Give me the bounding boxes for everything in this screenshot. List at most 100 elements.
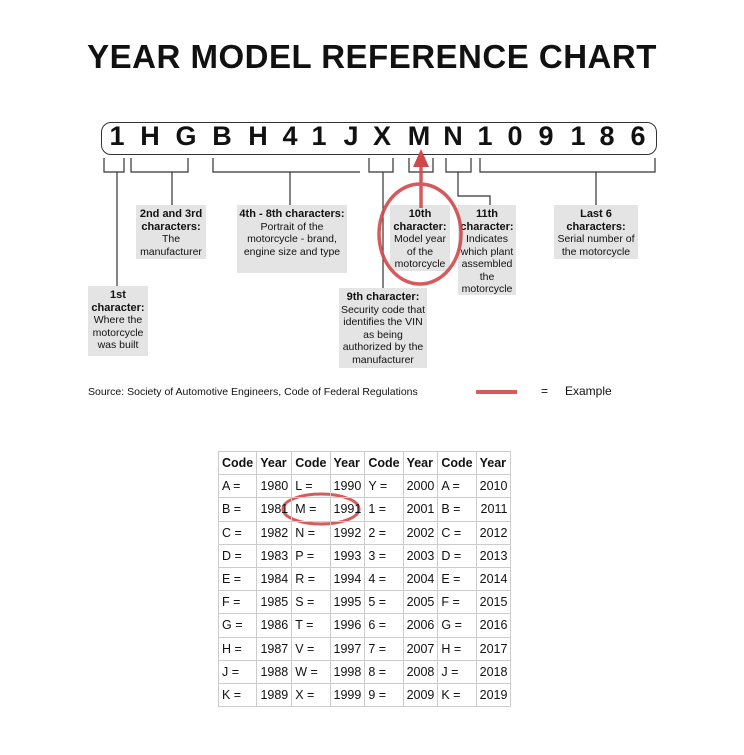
table-row: F = 1985 S = 1995 5 = 2005 F = 2015 bbox=[217, 590, 512, 615]
year-cell: 2018 bbox=[475, 659, 512, 684]
year-cell: 2014 bbox=[475, 566, 512, 592]
label-1st: 1st character: Where the motorcycle was b… bbox=[88, 286, 148, 356]
code-cell: L = bbox=[291, 474, 331, 499]
code-cell: E = bbox=[437, 566, 477, 592]
label-10th: 10th character: Model year of the motorcy… bbox=[390, 205, 450, 271]
column-header: Year bbox=[329, 450, 366, 476]
vin-character: J bbox=[343, 121, 359, 151]
code-cell: K = bbox=[437, 682, 477, 708]
table-row: E = 1984 R = 1994 4 = 2004 E = 2014 bbox=[217, 566, 512, 592]
code-cell: 2 = bbox=[364, 520, 404, 545]
vin-character: 1 bbox=[570, 121, 586, 151]
code-cell: F = bbox=[437, 590, 477, 615]
code-cell: T = bbox=[291, 613, 331, 638]
year-cell: 1982 bbox=[256, 520, 293, 545]
year-cell: 2016 bbox=[475, 613, 512, 638]
column-header: Code bbox=[217, 450, 258, 476]
year-cell: 1990 bbox=[329, 474, 366, 499]
year-cell: 1994 bbox=[329, 566, 366, 592]
year-cell: 1984 bbox=[256, 566, 293, 592]
year-cell: 2017 bbox=[475, 636, 512, 661]
year-cell: 1980 bbox=[256, 474, 293, 499]
bracket-1st bbox=[103, 158, 125, 287]
code-cell: X = bbox=[291, 682, 331, 708]
table-row: D = 1983 P = 1993 3 = 2003 D = 2013 bbox=[217, 543, 512, 568]
legend-equals: = bbox=[541, 384, 549, 398]
year-cell: 2012 bbox=[475, 520, 512, 545]
bracket-last6 bbox=[479, 158, 656, 205]
year-cell: 1988 bbox=[256, 659, 293, 684]
code-cell: P = bbox=[291, 543, 331, 568]
year-cell: 2005 bbox=[402, 590, 439, 615]
bracket-9th bbox=[368, 158, 394, 289]
year-cell: 2011 bbox=[475, 497, 512, 522]
code-cell: D = bbox=[437, 543, 477, 568]
table-row: H = 1987 V = 1997 7 = 2007 H = 2017 bbox=[217, 636, 512, 661]
table-row: G = 1986 T = 1996 6 = 2006 G = 2016 bbox=[217, 613, 512, 638]
column-header: Code bbox=[291, 450, 331, 476]
year-cell: 1991 bbox=[329, 497, 366, 522]
column-header: Year bbox=[256, 450, 293, 476]
code-cell: A = bbox=[217, 474, 258, 499]
code-cell: M = bbox=[291, 497, 331, 522]
code-cell: H = bbox=[437, 636, 477, 661]
year-cell: 2006 bbox=[402, 613, 439, 638]
vin-character: M bbox=[407, 121, 431, 151]
table-row: C = 1982 N = 1992 2 = 2002 C = 2012 bbox=[217, 520, 512, 545]
year-cell: 1999 bbox=[329, 682, 366, 708]
year-cell: 1986 bbox=[256, 613, 293, 638]
code-cell: C = bbox=[437, 520, 477, 545]
year-cell: 1993 bbox=[329, 543, 366, 568]
year-cell: 1981 bbox=[256, 497, 293, 522]
vin-character: 1 bbox=[311, 121, 327, 151]
code-cell: K = bbox=[217, 682, 258, 708]
vin-box bbox=[101, 122, 657, 155]
code-cell: G = bbox=[437, 613, 477, 638]
page-title: YEAR MODEL REFERENCE CHART bbox=[87, 38, 657, 75]
bracket-2nd-3rd bbox=[130, 158, 189, 205]
vin-character: 6 bbox=[630, 121, 646, 151]
column-header: Year bbox=[402, 450, 439, 476]
code-cell: 1 = bbox=[364, 497, 404, 522]
code-cell: R = bbox=[291, 566, 331, 592]
table-header-row: Code Year Code Year Code Year Code Year bbox=[217, 450, 512, 476]
code-cell: S = bbox=[291, 590, 331, 615]
vin-character: 4 bbox=[282, 121, 298, 151]
source-note: Source: Society of Automotive Engineers,… bbox=[88, 386, 418, 398]
label-11th: 11th character: Indicates which plant ass… bbox=[458, 205, 516, 295]
bracket-11th bbox=[445, 158, 491, 205]
year-cell: 1992 bbox=[329, 520, 366, 545]
code-cell: 3 = bbox=[364, 543, 404, 568]
code-cell: 9 = bbox=[364, 682, 404, 708]
code-cell: E = bbox=[217, 566, 258, 592]
code-cell: F = bbox=[217, 590, 258, 615]
table-row: B = 1981 M = 1991 1 = 2001 B = 2011 bbox=[217, 497, 512, 522]
year-cell: 2008 bbox=[402, 659, 439, 684]
code-cell: C = bbox=[217, 520, 258, 545]
legend-example-label: Example bbox=[565, 384, 612, 398]
code-cell: N = bbox=[291, 520, 331, 545]
code-cell: 5 = bbox=[364, 590, 404, 615]
column-header: Code bbox=[437, 450, 477, 476]
year-cell: 2015 bbox=[475, 590, 512, 615]
code-cell: 8 = bbox=[364, 659, 404, 684]
vin-character: X bbox=[372, 121, 392, 151]
code-cell: 7 = bbox=[364, 636, 404, 661]
column-header: Year bbox=[475, 450, 512, 476]
year-cell: 2009 bbox=[402, 682, 439, 708]
year-cell: 2019 bbox=[475, 682, 512, 708]
year-cell: 1997 bbox=[329, 636, 366, 661]
vin-character: H bbox=[248, 121, 268, 151]
vin-character: G bbox=[175, 121, 197, 151]
year-cell: 2000 bbox=[402, 474, 439, 499]
code-cell: 4 = bbox=[364, 566, 404, 592]
vin-character: 0 bbox=[507, 121, 523, 151]
year-cell: 2003 bbox=[402, 543, 439, 568]
label-4th-8th: 4th - 8th characters: Portrait of the mot… bbox=[237, 205, 347, 273]
code-cell: J = bbox=[437, 659, 477, 684]
code-cell: A = bbox=[437, 474, 477, 499]
vin-character: 1 bbox=[109, 121, 125, 151]
year-cell: 1996 bbox=[329, 613, 366, 638]
table-row: K = 1989 X = 1999 9 = 2009 K = 2019 bbox=[217, 682, 512, 708]
year-cell: 2007 bbox=[402, 636, 439, 661]
